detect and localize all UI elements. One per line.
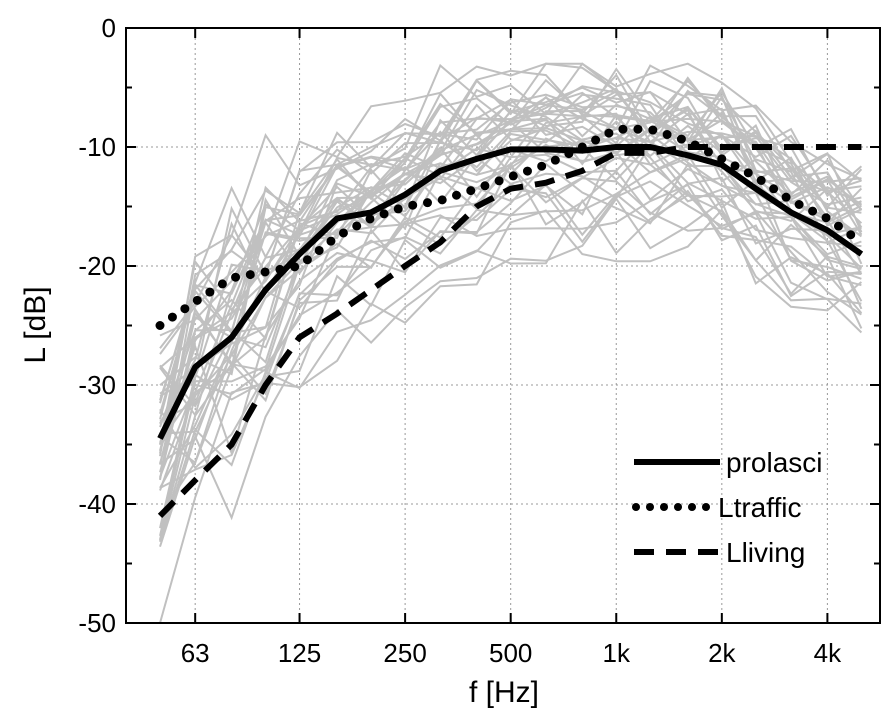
series-line-lliving bbox=[157, 144, 862, 519]
y-tick-label: -20 bbox=[78, 251, 116, 281]
x-tick-label: 250 bbox=[383, 638, 426, 668]
x-tick-label: 125 bbox=[278, 638, 321, 668]
background-measurement-line bbox=[159, 183, 862, 537]
x-tick-label: 500 bbox=[489, 638, 532, 668]
background-measurement-line bbox=[159, 64, 862, 337]
series-line-ltraffic bbox=[155, 124, 866, 330]
background-measurement-line bbox=[159, 62, 863, 349]
x-tick-label: 4k bbox=[814, 638, 842, 668]
background-measurement-line bbox=[159, 162, 862, 465]
y-tick-label: -40 bbox=[78, 489, 116, 519]
legend-label-prolasci: prolasci bbox=[726, 447, 822, 478]
background-measurement-line bbox=[159, 193, 863, 543]
x-tick-label: 2k bbox=[708, 638, 736, 668]
background-measurement-line bbox=[159, 165, 863, 445]
background-measurement-line bbox=[159, 62, 862, 401]
background-measurement-line bbox=[159, 133, 862, 516]
background-measurement-line bbox=[159, 161, 863, 435]
y-tick-label: 0 bbox=[102, 13, 116, 43]
background-series-group bbox=[159, 62, 863, 624]
y-tick-label: -50 bbox=[78, 608, 116, 638]
legend: prolasci Ltraffic Lliving bbox=[632, 447, 822, 568]
x-axis-title: f [Hz] bbox=[469, 676, 539, 709]
background-measurement-line bbox=[159, 87, 863, 491]
background-measurement-line bbox=[159, 62, 862, 355]
background-measurement-line bbox=[159, 79, 863, 489]
x-tick-label: 63 bbox=[181, 638, 210, 668]
y-tick-label: -30 bbox=[78, 370, 116, 400]
y-tick-label: -10 bbox=[78, 132, 116, 162]
series-line-prolasci bbox=[157, 144, 864, 440]
background-measurement-line bbox=[159, 91, 862, 445]
background-measurement-line bbox=[159, 208, 862, 624]
x-tick-label: 1k bbox=[603, 638, 631, 668]
tick-labels: 63 125 250 500 1k 2k 4k 0 -10 -20 -30 -40 -50 bbox=[78, 13, 842, 668]
y-axis-title: L [dB] bbox=[19, 286, 52, 363]
main-series-group bbox=[155, 124, 866, 519]
legend-label-lliving: Lliving bbox=[726, 537, 805, 568]
ticks bbox=[126, 27, 880, 624]
legend-label-ltraffic: Ltraffic bbox=[718, 492, 802, 523]
